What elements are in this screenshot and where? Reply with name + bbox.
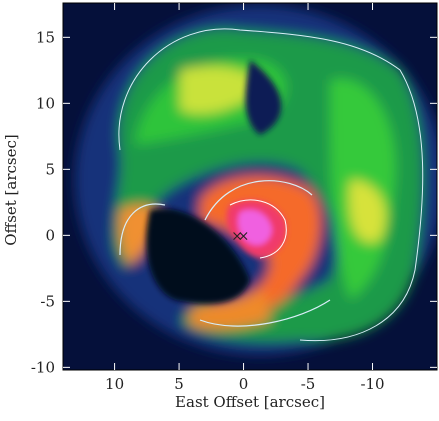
x-tick-label: 10	[105, 375, 124, 393]
x-axis-label: East Offset [arcsec]	[175, 393, 325, 411]
chart: East Offset [arcsec] Offset [arcsec] 10 5…	[0, 0, 439, 417]
x-tick-label: -5	[301, 375, 316, 393]
emission-map	[63, 3, 439, 370]
y-tick-label: 5	[45, 160, 55, 178]
x-tick-label: -10	[360, 375, 384, 393]
y-tick-label: -10	[31, 358, 55, 376]
x-tick-label: 0	[239, 375, 249, 393]
y-tick-label: 10	[36, 94, 55, 112]
y-tick-label: 0	[45, 226, 55, 244]
marker: ×	[238, 228, 250, 244]
y-tick-label: 15	[36, 28, 55, 46]
y-axis-label: Offset [arcsec]	[2, 134, 20, 246]
y-tick-label: -5	[40, 292, 55, 310]
x-tick-label: 5	[174, 375, 184, 393]
